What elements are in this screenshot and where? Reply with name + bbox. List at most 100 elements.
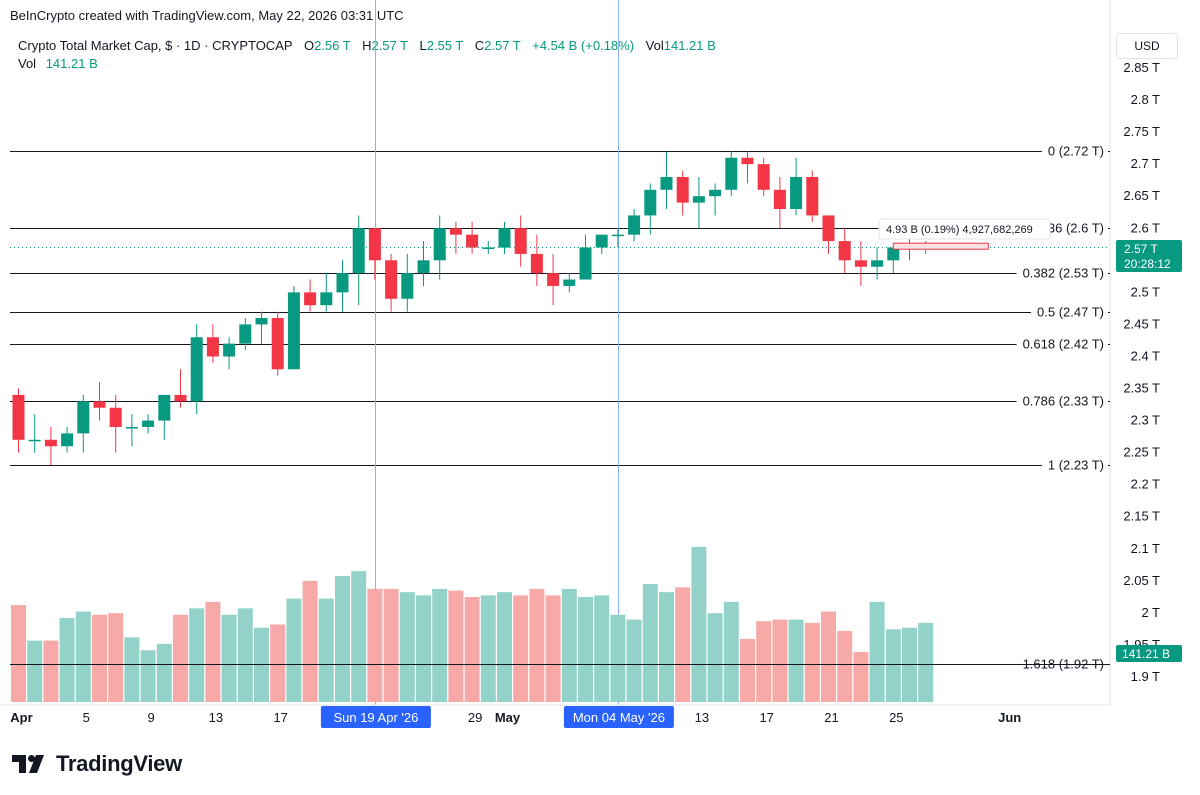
last-price-badge-bg [1116, 240, 1182, 272]
candle-body [887, 247, 900, 261]
price-axis-tick-label: 2.1 T [1131, 541, 1160, 556]
candle-body [871, 260, 884, 267]
candle-body [822, 215, 835, 242]
volume-bar [108, 613, 124, 702]
candle [174, 369, 187, 408]
candle [401, 253, 414, 312]
candle-body [579, 247, 592, 280]
candle [822, 215, 835, 254]
volume-bar [59, 618, 75, 702]
volume-bar [853, 651, 869, 702]
candle [887, 247, 900, 274]
last-price-value: 2.57 T [1124, 242, 1158, 256]
volume-bar [723, 601, 739, 702]
candle-body [611, 234, 624, 237]
measure-label-box: 4.93 B (0.19%) 4,927,682,269 [878, 218, 1051, 240]
candle-body [174, 394, 187, 402]
fib-label-bg [1016, 392, 1108, 410]
last-price-badge: 2.57 T20:28:12 [1116, 240, 1182, 272]
candle [287, 285, 300, 370]
candle [368, 228, 381, 280]
volume-bar [869, 601, 885, 702]
candle-body [304, 292, 317, 306]
price-axis-tick-label: 2.3 T [1131, 413, 1160, 428]
volume-value: 141.21 B [663, 38, 716, 53]
candle-body [125, 426, 138, 429]
volume-bar [27, 640, 43, 702]
volume-bar [432, 588, 448, 702]
fib-level-label: 1 (2.23 T) [1048, 458, 1104, 473]
fib-label-bg [1016, 264, 1108, 282]
volume-badge-bg [1116, 645, 1182, 662]
volume-study-value: 141.21 B [45, 56, 98, 71]
price-axis-tick-label: 2.45 T [1123, 316, 1160, 331]
candle-body [498, 228, 511, 248]
volume-bar [237, 608, 253, 702]
candle [628, 209, 641, 242]
crosshair-date-badge: Sun 19 Apr '26 [320, 706, 431, 728]
candle [320, 273, 333, 312]
fib-label-bg [1031, 303, 1108, 321]
price-axis-tick-label: 2.6 T [1131, 220, 1160, 235]
volume-bar [205, 601, 221, 702]
volume-study-label[interactable]: Vol [18, 56, 37, 71]
candle [190, 324, 203, 415]
tradingview-logo[interactable]: TradingView [12, 751, 182, 776]
time-axis-tick-label: Jun [998, 710, 1021, 725]
volume-bar [173, 614, 188, 702]
volume-bar [43, 640, 59, 702]
candle [498, 221, 511, 254]
candle [773, 176, 786, 229]
candle-body [644, 189, 657, 216]
time-axis-tick-label: 17 [759, 710, 773, 725]
volume-bar [740, 639, 755, 702]
candle [838, 228, 851, 274]
candle-body [482, 247, 495, 249]
volume-bar [659, 592, 674, 702]
candle-body [628, 215, 641, 235]
price-axis-tick-label: 2.25 T [1123, 445, 1160, 460]
symbol-title[interactable]: Crypto Total Market Cap, $ · 1D · CRYPTO… [18, 38, 293, 53]
candle-body [514, 228, 527, 254]
candle-body [773, 189, 786, 210]
candle-body [401, 273, 414, 299]
volume-bar [578, 597, 593, 702]
currency-button[interactable]: USD [1116, 33, 1178, 59]
candle [595, 234, 608, 254]
candle [239, 318, 252, 351]
candle-body [287, 292, 300, 370]
time-axis-tick-label: 29 [468, 710, 482, 725]
volume-bar [124, 637, 140, 702]
candle [223, 337, 236, 370]
candle [433, 215, 446, 280]
high-label: H [362, 38, 372, 53]
volume-bar [594, 595, 610, 702]
volume-bar [75, 611, 91, 702]
candle [12, 388, 25, 453]
candle-body [547, 273, 560, 286]
time-axis-tick-label: 13 [209, 710, 223, 725]
volume-bar [821, 611, 836, 702]
fib-label-bg [1041, 142, 1108, 160]
volume-bar [416, 595, 431, 702]
candle [644, 183, 657, 235]
volume-bar [221, 614, 237, 702]
volume-bar [367, 588, 383, 702]
candle-body [790, 176, 803, 210]
volume-bar [464, 597, 480, 702]
volume-bar [837, 630, 853, 702]
volume-bar [513, 595, 529, 702]
volume-bar [156, 643, 172, 702]
candle [336, 260, 349, 312]
candle-body [12, 394, 25, 440]
candle [871, 247, 884, 280]
candle-body [336, 273, 349, 293]
candle [255, 311, 268, 344]
candle [660, 151, 673, 210]
candle [676, 170, 689, 216]
volume-bar [885, 629, 901, 702]
crosshair-date-badge: Mon 04 May '26 [563, 706, 674, 728]
volume-bar [804, 622, 820, 702]
candle-body [466, 234, 479, 248]
